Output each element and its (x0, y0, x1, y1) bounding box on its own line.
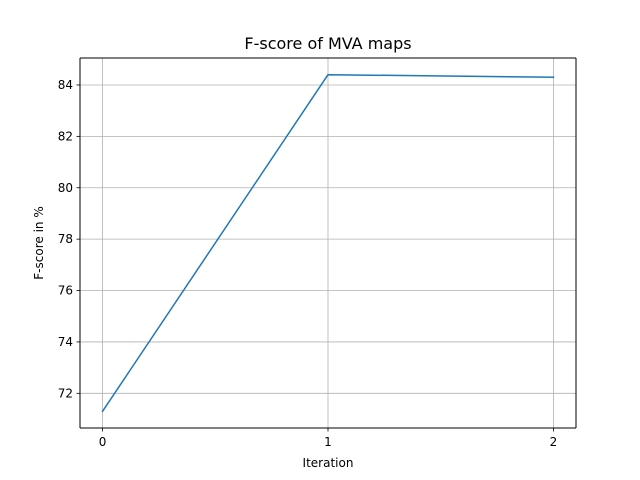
y-tick-label: 76 (58, 284, 73, 298)
y-tick-label: 80 (58, 181, 73, 195)
axes-frame (79, 57, 577, 429)
y-tick-label: 72 (58, 386, 73, 400)
y-tick-label: 78 (58, 232, 73, 246)
x-tick-label: 1 (324, 435, 332, 449)
y-axis-label: F-score in % (32, 206, 46, 279)
chart-title: F-score of MVA maps (244, 34, 411, 53)
x-axis-label: Iteration (303, 456, 354, 470)
x-tick-label: 2 (550, 435, 558, 449)
x-tick-label: 0 (99, 435, 107, 449)
y-tick-label: 82 (58, 129, 73, 143)
series-layer (101, 73, 555, 413)
ticks: 0 1 2 72 74 76 78 80 82 84 (58, 78, 558, 449)
series-line (101, 73, 555, 413)
y-tick-label: 74 (58, 335, 73, 349)
grid (80, 58, 576, 428)
y-tick-label: 84 (58, 78, 73, 92)
